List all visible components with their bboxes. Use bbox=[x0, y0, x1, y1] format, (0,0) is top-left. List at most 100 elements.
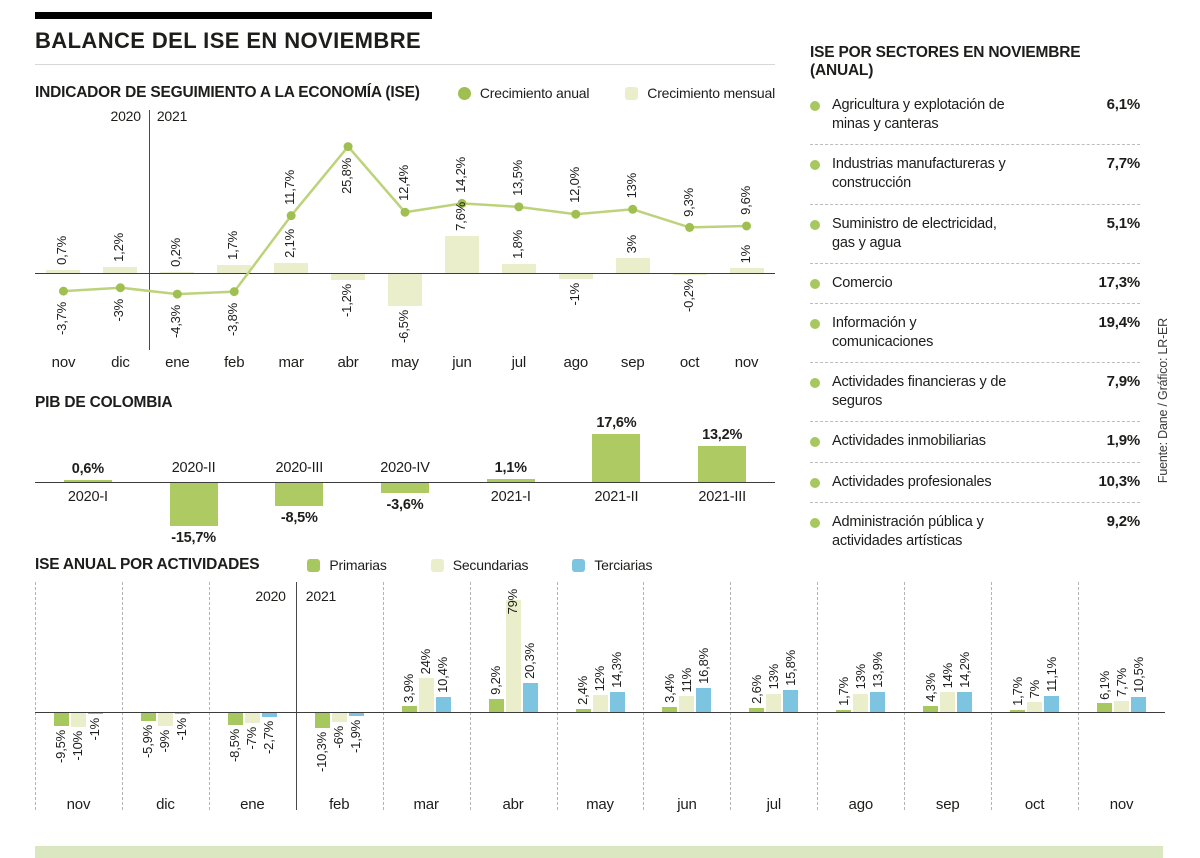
activity-bar bbox=[157, 713, 173, 726]
sectors-list: Agricultura y explotación de minas y can… bbox=[810, 86, 1140, 561]
activity-value-label: -8,5% bbox=[227, 729, 243, 763]
activity-value-label: 79% bbox=[505, 588, 521, 614]
legend-item-annual: Crecimiento anual bbox=[457, 85, 590, 101]
act-month-label: feb bbox=[329, 796, 350, 813]
legend-swatch-icon bbox=[307, 558, 321, 572]
activity-value-label: -9,5% bbox=[53, 730, 69, 764]
legend-item: Terciarias bbox=[572, 557, 652, 573]
activity-bar bbox=[53, 713, 69, 727]
monthly-growth-bar bbox=[103, 267, 138, 273]
activity-value-label: 10,4% bbox=[435, 657, 451, 694]
act-month-label: jul bbox=[766, 796, 782, 813]
sector-row: Industrias manufactureras y construcción… bbox=[810, 145, 1140, 205]
act-month-label: sep bbox=[935, 796, 960, 813]
act-month-label: nov bbox=[66, 796, 91, 813]
activity-value-label: -10% bbox=[70, 731, 86, 761]
activity-value-label: -2,7% bbox=[261, 720, 277, 754]
activity-bar bbox=[662, 707, 678, 712]
act-month-label: nov bbox=[1109, 796, 1134, 813]
monthly-value-label: 1% bbox=[737, 244, 753, 264]
sector-row: Actividades inmobiliarias 1,9% bbox=[810, 422, 1140, 463]
annual-dot-icon bbox=[514, 202, 524, 212]
activity-bar bbox=[1097, 703, 1113, 712]
sector-name: Actividades profesionales bbox=[832, 473, 992, 490]
legend-label-annual: Crecimiento anual bbox=[479, 85, 590, 101]
activity-value-label: 16,8% bbox=[695, 648, 711, 685]
annual-dot-icon bbox=[172, 289, 182, 299]
act-month-label: jun bbox=[677, 796, 697, 813]
act-year-separator bbox=[295, 582, 297, 810]
pib-value-label: -3,6% bbox=[386, 496, 424, 513]
monthly-growth-bar bbox=[46, 269, 81, 273]
act-month-label: oct bbox=[1024, 796, 1045, 813]
activity-bar bbox=[314, 713, 330, 728]
legend-label-monthly: Crecimiento mensual bbox=[647, 85, 775, 101]
actividades-chart-header: ISE ANUAL POR ACTIVIDADES Primarias Secun… bbox=[35, 556, 775, 574]
activity-bar bbox=[261, 713, 277, 717]
activity-bar bbox=[174, 713, 190, 715]
sector-name: Actividades inmobiliarias bbox=[832, 433, 986, 450]
pib-bar bbox=[486, 478, 535, 482]
annual-dot-icon bbox=[742, 221, 752, 231]
annual-dot-icon bbox=[400, 207, 410, 217]
activity-value-label: 15,8% bbox=[782, 649, 798, 686]
activity-bar bbox=[957, 691, 973, 712]
activity-bar bbox=[1044, 696, 1060, 712]
sector-row: Información y comunicaciones 19,4% bbox=[810, 304, 1140, 364]
activity-value-label: 7% bbox=[1026, 679, 1042, 699]
activity-value-label: 12% bbox=[592, 665, 607, 691]
legend-swatch-icon bbox=[572, 558, 586, 572]
act-group-separator bbox=[382, 582, 384, 810]
sector-row: Actividades financieras y de seguros 7,9% bbox=[810, 363, 1140, 423]
pib-baseline bbox=[35, 482, 775, 483]
annual-dot-icon bbox=[58, 286, 68, 296]
activity-value-label: -9% bbox=[157, 729, 173, 753]
act-group-separator bbox=[121, 582, 123, 810]
sector-name: Administración pública y actividades art… bbox=[832, 513, 984, 549]
activity-bar bbox=[609, 691, 625, 712]
activity-value-label: 14,2% bbox=[956, 651, 972, 688]
activity-bar bbox=[70, 713, 86, 728]
legend-label: Primarias bbox=[329, 557, 387, 573]
annual-dot-icon bbox=[229, 287, 239, 297]
activity-value-label: 9,2% bbox=[488, 666, 504, 695]
act-group-separator bbox=[904, 582, 906, 810]
act-group-separator bbox=[643, 582, 645, 810]
pib-value-label: 1,1% bbox=[494, 459, 527, 476]
sector-name: Comercio bbox=[832, 274, 893, 291]
sector-bullet-icon bbox=[810, 101, 820, 111]
activity-bar bbox=[505, 599, 521, 712]
activity-value-label: 20,3% bbox=[522, 643, 538, 680]
ise-month-label: sep bbox=[620, 354, 645, 371]
activity-value-label: 3,9% bbox=[401, 673, 417, 703]
annual-value-label: -3,8% bbox=[225, 302, 241, 336]
act-group-separator bbox=[991, 582, 993, 810]
ise-chart-header: INDICADOR DE SEGUIMIENTO A LA ECONOMÍA (… bbox=[35, 84, 775, 102]
legend-item: Primarias bbox=[307, 557, 387, 573]
activity-bar bbox=[244, 713, 260, 723]
ise-month-label: feb bbox=[224, 354, 245, 371]
act-baseline bbox=[35, 712, 1165, 713]
activity-bar bbox=[679, 696, 695, 712]
activity-bar bbox=[331, 713, 347, 722]
annual-dot-icon bbox=[457, 198, 467, 208]
monthly-value-label: 1,8% bbox=[509, 230, 525, 260]
ise-month-label: may bbox=[391, 354, 419, 371]
activity-value-label: 24% bbox=[418, 648, 434, 674]
actividades-chart-title: ISE ANUAL POR ACTIVIDADES bbox=[35, 556, 260, 573]
ise-month-label: dic bbox=[111, 354, 130, 371]
activity-bar bbox=[435, 697, 451, 712]
annual-dot-icon bbox=[343, 142, 353, 152]
pib-quarter-label: 2021-I bbox=[490, 489, 531, 505]
sector-value: 5,1% bbox=[1106, 214, 1141, 232]
legend-label: Secundarias bbox=[452, 557, 529, 573]
annual-value-label: 13,5% bbox=[509, 159, 525, 196]
activity-bar bbox=[696, 688, 712, 712]
sector-value: 17,3% bbox=[1098, 273, 1140, 291]
monthly-value-label: 3% bbox=[623, 234, 639, 254]
sector-row: Agricultura y explotación de minas y can… bbox=[810, 86, 1140, 146]
legend-item-monthly: Crecimiento mensual bbox=[625, 85, 775, 101]
monthly-value-label: 0,7% bbox=[54, 235, 70, 265]
monthly-growth-bar bbox=[331, 274, 366, 280]
pib-chart: 0,6% 2020-I -15,7% 2020-II -8,5% 2020-III -3,6… bbox=[35, 414, 775, 554]
